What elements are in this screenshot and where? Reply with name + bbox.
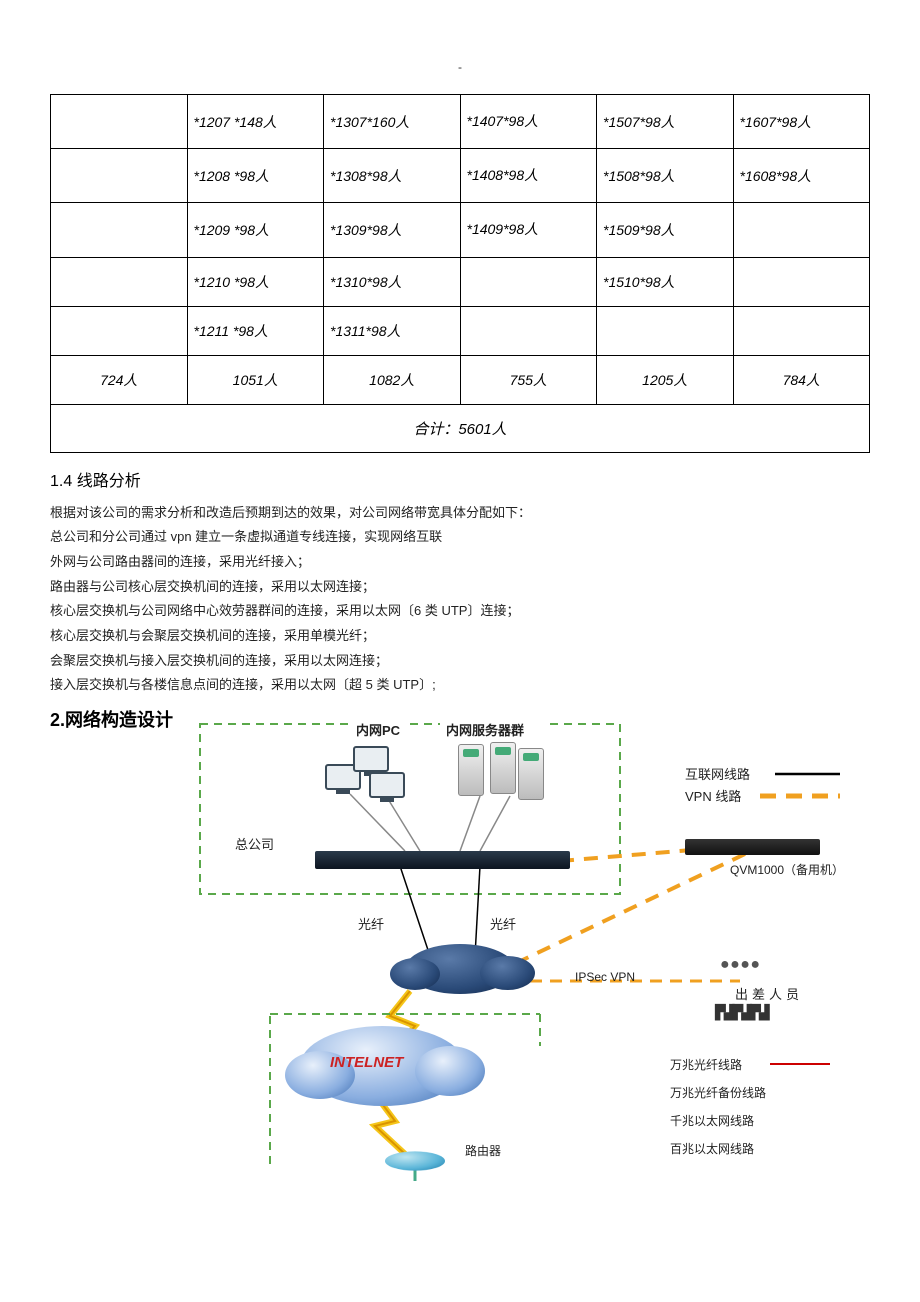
table-cell: *1608*98人 <box>733 149 870 203</box>
label-fiber-2: 光纤 <box>490 914 516 933</box>
table-cell <box>733 306 870 355</box>
table-cell <box>51 95 188 149</box>
table-cell: *1211 *98人 <box>187 306 324 355</box>
legend-internet-line: 互联网线路 <box>685 764 750 783</box>
section-1-4-title: 1.4 线路分析 <box>50 467 870 491</box>
vpn-cloud-icon-part <box>390 958 440 990</box>
router-icon <box>385 1151 445 1170</box>
line-analysis-body: 根据对该公司的需求分析和改造后预期到达的效果，对公司网络带宽具体分配如下：总公司… <box>50 501 870 699</box>
table-cell: *1507*98人 <box>597 95 734 149</box>
body-paragraph: 核心层交换机与公司网络中心效劳器群间的连接，采用以太网〔6 类 UTP〕连接； <box>50 599 870 624</box>
label-internet: INTELNET <box>330 1054 403 1071</box>
table-cell: *1208 *98人 <box>187 149 324 203</box>
table-sum-cell: 724人 <box>51 355 188 404</box>
table-cell: *1310*98人 <box>324 257 461 306</box>
table-cell <box>460 306 597 355</box>
legend-vpn-line: VPN 线路 <box>685 786 741 805</box>
personnel-table: *1207 *148人*1307*160人*1407*98人*1507*98人*… <box>50 94 870 453</box>
table-cell <box>733 203 870 257</box>
body-paragraph: 核心层交换机与会聚层交换机间的连接，采用单模光纤； <box>50 624 870 649</box>
table-sum-cell: 755人 <box>460 355 597 404</box>
table-cell <box>597 306 734 355</box>
label-fiber-1: 光纤 <box>358 914 384 933</box>
label-router: 路由器 <box>465 1142 501 1159</box>
body-paragraph: 会聚层交换机与接入层交换机间的连接，采用以太网连接； <box>50 649 870 674</box>
label-travel: 出差人员 <box>735 984 803 1003</box>
table-cell: *1508*98人 <box>597 149 734 203</box>
table-cell <box>51 306 188 355</box>
label-inner-servers: 内网服务器群 <box>446 720 524 739</box>
label-hq: 总公司 <box>235 834 274 853</box>
table-cell: *1207 *148人 <box>187 95 324 149</box>
table-cell <box>733 257 870 306</box>
qvm-switch-icon <box>685 839 820 855</box>
label-qvm: QVM1000（备用机） <box>730 861 844 878</box>
table-cell: *1209 *98人 <box>187 203 324 257</box>
body-paragraph: 总公司和分公司通过 vpn 建立一条虚拟通道专线连接，实现网络互联 <box>50 525 870 550</box>
hq-switch-icon <box>315 851 570 869</box>
body-paragraph: 外网与公司路由器间的连接，采用光纤接入； <box>50 550 870 575</box>
body-paragraph: 接入层交换机与各楼信息点间的连接，采用以太网〔超 5 类 UTP〕; <box>50 673 870 698</box>
internet-cloud-part2 <box>415 1046 485 1096</box>
legend-wan-fiber-bak: 万兆光纤备份线路 <box>670 1084 766 1101</box>
table-cell <box>460 257 597 306</box>
table-cell <box>51 203 188 257</box>
table-cell: *1407*98人 <box>460 95 597 149</box>
table-cell: *1307*160人 <box>324 95 461 149</box>
pc-cluster-icon <box>325 746 415 806</box>
table-sum-cell: 1051人 <box>187 355 324 404</box>
table-cell: *1509*98人 <box>597 203 734 257</box>
table-total-cell: 合计：5601人 <box>51 404 870 452</box>
table-cell: *1510*98人 <box>597 257 734 306</box>
table-cell: *1409*98人 <box>460 203 597 257</box>
vpn-cloud-icon-part2 <box>480 956 535 990</box>
legend-wan-fiber: 万兆光纤线路 <box>670 1056 742 1073</box>
page-header-dash: - <box>50 60 870 74</box>
body-paragraph: 路由器与公司核心层交换机间的连接，采用以太网连接； <box>50 575 870 600</box>
label-ipsec: IPSec VPN <box>575 970 635 984</box>
table-cell: *1308*98人 <box>324 149 461 203</box>
table-cell <box>51 257 188 306</box>
table-cell: *1408*98人 <box>460 149 597 203</box>
table-cell <box>51 149 188 203</box>
table-cell: *1210 *98人 <box>187 257 324 306</box>
body-paragraph: 根据对该公司的需求分析和改造后预期到达的效果，对公司网络带宽具体分配如下： <box>50 501 870 526</box>
table-sum-cell: 1205人 <box>597 355 734 404</box>
table-sum-cell: 784人 <box>733 355 870 404</box>
server-cluster-icon <box>458 742 548 802</box>
table-cell: *1607*98人 <box>733 95 870 149</box>
legend-gig-e: 千兆以太网线路 <box>670 1112 754 1129</box>
legend-fast-e: 百兆以太网线路 <box>670 1140 754 1157</box>
table-cell: *1311*98人 <box>324 306 461 355</box>
label-inner-pc: 内网PC <box>356 720 400 739</box>
table-cell: *1309*98人 <box>324 203 461 257</box>
table-sum-cell: 1082人 <box>324 355 461 404</box>
people-bodies-icon: ▛▟▛▟▛▟ <box>715 1004 768 1021</box>
network-diagram: 内网PC 内网服务器群 总公司 QVM1000（备用机） 光纤 <box>50 736 870 1166</box>
people-heads-icon: ● ● ● ● <box>720 956 758 974</box>
